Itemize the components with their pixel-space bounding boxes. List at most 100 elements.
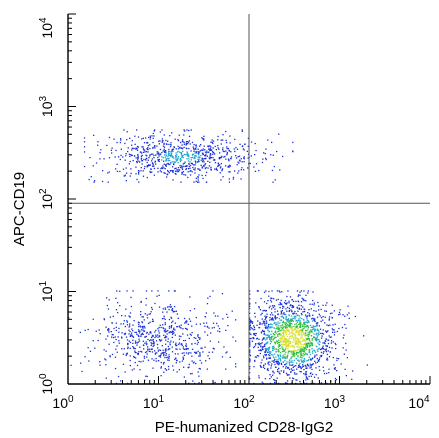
scatter-point bbox=[158, 330, 160, 332]
scatter-point bbox=[152, 335, 154, 337]
scatter-point bbox=[204, 163, 207, 165]
scatter-point bbox=[187, 171, 189, 173]
scatter-point bbox=[351, 378, 353, 380]
scatter-point bbox=[311, 331, 313, 333]
scatter-point bbox=[278, 330, 280, 332]
scatter-point bbox=[218, 164, 220, 166]
scatter-point bbox=[308, 309, 310, 311]
scatter-point bbox=[191, 348, 194, 350]
scatter-point bbox=[271, 326, 273, 328]
scatter-point bbox=[179, 157, 182, 160]
scatter-point bbox=[331, 347, 333, 349]
scatter-point bbox=[287, 290, 289, 292]
scatter-point bbox=[189, 333, 191, 335]
scatter-point bbox=[130, 305, 133, 308]
scatter-point bbox=[83, 151, 86, 153]
scatter-point bbox=[111, 152, 113, 154]
scatter-point bbox=[301, 325, 304, 328]
scatter-point bbox=[157, 350, 159, 352]
scatter-point bbox=[108, 136, 111, 139]
scatter-point bbox=[205, 174, 207, 177]
scatter-point bbox=[204, 149, 206, 151]
scatter-point bbox=[182, 171, 185, 173]
scatter-point bbox=[315, 362, 317, 364]
scatter-point bbox=[272, 332, 274, 335]
scatter-point bbox=[294, 327, 296, 330]
scatter-point bbox=[288, 318, 290, 320]
scatter-point bbox=[186, 348, 188, 350]
scatter-point bbox=[305, 344, 307, 346]
scatter-point bbox=[280, 313, 282, 315]
scatter-point bbox=[290, 322, 293, 325]
scatter-point bbox=[172, 148, 175, 150]
scatter-point bbox=[217, 147, 219, 149]
scatter-point bbox=[246, 150, 248, 152]
scatter-point bbox=[291, 360, 293, 362]
scatter-point bbox=[174, 161, 176, 163]
scatter-point bbox=[182, 357, 185, 360]
scatter-point bbox=[134, 155, 136, 157]
scatter-point bbox=[281, 346, 283, 348]
scatter-point bbox=[203, 139, 205, 141]
scatter-point bbox=[262, 347, 264, 349]
scatter-point bbox=[197, 350, 199, 352]
scatter-point bbox=[140, 301, 142, 303]
scatter-point bbox=[277, 355, 280, 358]
scatter-point bbox=[198, 181, 200, 183]
scatter-point bbox=[318, 325, 320, 327]
scatter-point bbox=[310, 344, 312, 347]
scatter-point bbox=[288, 302, 290, 304]
scatter-point bbox=[342, 337, 344, 339]
scatter-point bbox=[291, 310, 293, 312]
scatter-point bbox=[228, 181, 231, 183]
scatter-point bbox=[124, 159, 126, 161]
scatter-point bbox=[119, 305, 121, 307]
scatter-point bbox=[253, 346, 255, 349]
scatter-point bbox=[184, 339, 187, 342]
scatter-point bbox=[181, 166, 183, 168]
scatter-point bbox=[269, 305, 271, 307]
scatter-point bbox=[259, 365, 262, 367]
scatter-point bbox=[185, 345, 187, 348]
scatter-point bbox=[134, 361, 136, 364]
scatter-point bbox=[165, 336, 168, 338]
scatter-point bbox=[300, 329, 302, 331]
scatter-point bbox=[135, 148, 137, 150]
scatter-point bbox=[127, 342, 129, 345]
scatter-point bbox=[187, 141, 190, 143]
scatter-point bbox=[331, 312, 333, 314]
scatter-point bbox=[153, 130, 155, 132]
scatter-point bbox=[97, 339, 99, 342]
scatter-point bbox=[327, 324, 330, 327]
x-tick-label: 101 bbox=[143, 394, 165, 411]
scatter-point bbox=[152, 320, 154, 322]
scatter-point bbox=[281, 350, 283, 353]
scatter-point bbox=[125, 180, 127, 182]
scatter-point bbox=[270, 323, 272, 325]
scatter-point bbox=[328, 319, 330, 321]
scatter-point bbox=[288, 307, 290, 309]
scatter-point bbox=[176, 158, 178, 160]
scatter-point bbox=[264, 337, 266, 339]
scatter-point bbox=[292, 305, 294, 307]
scatter-point bbox=[299, 325, 302, 328]
scatter-point bbox=[151, 165, 154, 167]
scatter-point bbox=[229, 171, 231, 173]
scatter-point bbox=[295, 337, 297, 339]
scatter-point bbox=[287, 374, 289, 376]
scatter-point bbox=[138, 338, 140, 340]
scatter-point bbox=[241, 130, 243, 132]
scatter-point bbox=[181, 148, 184, 150]
scatter-point bbox=[158, 155, 160, 157]
scatter-point bbox=[307, 359, 309, 362]
scatter-point bbox=[276, 326, 278, 328]
scatter-point bbox=[249, 355, 252, 357]
scatter-point bbox=[271, 319, 273, 321]
scatter-point bbox=[163, 371, 165, 373]
scatter-point bbox=[108, 157, 111, 159]
scatter-point bbox=[309, 363, 311, 365]
scatter-point bbox=[137, 155, 139, 157]
scatter-point bbox=[294, 346, 296, 348]
scatter-point bbox=[323, 351, 325, 353]
scatter-point bbox=[115, 326, 117, 328]
